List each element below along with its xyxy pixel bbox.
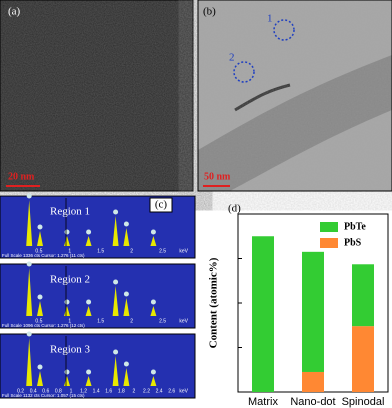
bar-segment: [302, 251, 324, 372]
spectrum-tick: 2.6: [168, 388, 175, 394]
scale-text: 20 nm: [8, 171, 35, 182]
legend-swatch: [320, 222, 338, 232]
bar-segment: [252, 236, 274, 392]
spectrum-tick: 0.5: [35, 318, 42, 324]
panel-c: Region 1 Full Scale 1336 cts Cursor: 1.27…: [0, 193, 196, 408]
spectrum-tick: 2: [130, 248, 133, 254]
panel-d: (d) Content (atomic%) Matrix Nano-dot Spinod…: [208, 203, 389, 408]
panel-label: (a): [8, 6, 21, 18]
peak-marker: [26, 331, 32, 337]
spectrum-info: Full Scale 1132 cts Cursor: 1.057 (15 ct…: [2, 393, 85, 398]
spectrum-tick: 1.5: [97, 318, 104, 324]
spectrum-tick: 2.2: [143, 388, 150, 394]
x-tick-label: Matrix: [248, 396, 278, 408]
legend-label: PbS: [344, 237, 362, 248]
panel-label: (b): [203, 6, 216, 18]
spectrum-tick: 2.5: [159, 318, 166, 324]
spectrum-tick: 2.4: [156, 388, 163, 394]
peak-marker: [123, 361, 129, 367]
spectrum-tick: 1.8: [118, 388, 125, 394]
peak-marker: [86, 299, 92, 305]
spectrum-tick: 2.5: [159, 248, 166, 254]
peak-marker: [150, 229, 156, 235]
x-tick-label: Spinodal: [342, 396, 385, 408]
peak-marker: [86, 369, 92, 375]
marker: 1: [267, 13, 273, 25]
spectrum-info: Full Scale 1096 cts Cursor: 1.276 (12 ct…: [2, 323, 85, 328]
spectrum-bg: [0, 263, 196, 329]
spectrum-tick: 1.6: [105, 388, 112, 394]
region-circle: [233, 61, 255, 83]
peak-marker: [113, 209, 119, 215]
spectrum-tick: 1.2: [80, 388, 87, 394]
bar-segment: [352, 264, 374, 327]
axis-unit: keV: [179, 318, 188, 324]
peak-marker: [123, 221, 129, 227]
peak-marker: [26, 193, 32, 199]
panel-label: (c): [155, 199, 168, 211]
peak-marker: [64, 299, 70, 305]
peak-marker: [123, 291, 129, 297]
spectrum-info: Full Scale 1336 cts Cursor: 1.276 (11 ct…: [2, 253, 85, 258]
spectrum-tick: 1: [70, 388, 73, 394]
scale-text: 50 nm: [204, 171, 231, 182]
peak-marker: [86, 229, 92, 235]
peak-marker: [64, 369, 70, 375]
spectrum-bg: [0, 333, 196, 399]
peak-marker: [37, 364, 43, 370]
region-name: Region 2: [50, 274, 90, 286]
region-name: Region 1: [50, 206, 90, 218]
spectrum-tick: 0.5: [35, 248, 42, 254]
texture: [198, 0, 392, 191]
region-name: Region 3: [50, 344, 91, 356]
frame: [197, 0, 392, 192]
spectrum-tick: 0.6: [42, 388, 49, 394]
frame: [0, 0, 194, 192]
bar-segment: [302, 371, 324, 392]
peak-marker: [150, 299, 156, 305]
peak-marker: [26, 261, 32, 267]
peak-marker: [150, 369, 156, 375]
panel-a: (a) 20 nm: [0, 0, 194, 192]
y-axis-title: Content (atomic%): [208, 257, 220, 348]
marker: 2: [229, 52, 235, 64]
spectrum-tick: 0.2: [17, 388, 24, 394]
axis-unit: keV: [179, 388, 188, 394]
peak-marker: [37, 224, 43, 230]
peak-marker: [64, 229, 70, 235]
spectrum-tick: 2: [133, 388, 136, 394]
panel-b: (b) 1 2 50 nm: [197, 0, 392, 192]
region-circle: [273, 19, 295, 41]
label-box: [149, 197, 173, 213]
legend-label: PbTe: [344, 221, 366, 232]
spectrum-tick: 0.4: [30, 388, 37, 394]
axis-unit: keV: [179, 248, 188, 254]
x-tick-label: Nano-dot: [290, 396, 335, 408]
spectrum-tick: 1: [68, 318, 71, 324]
spectrum-tick: 0.8: [55, 388, 62, 394]
legend-swatch: [320, 238, 338, 248]
peak-marker: [37, 294, 43, 300]
bar-segment: [352, 326, 374, 392]
panel-label: (d): [228, 203, 241, 215]
spectrum-tick: 1.5: [97, 248, 104, 254]
texture: [0, 0, 193, 191]
peak-marker: [113, 279, 119, 285]
peak-marker: [113, 349, 119, 355]
spectrum-tick: 1.4: [93, 388, 100, 394]
spectrum-tick: 1: [68, 248, 71, 254]
spectrum-bg: [0, 195, 196, 259]
spectrum-tick: 2: [130, 318, 133, 324]
